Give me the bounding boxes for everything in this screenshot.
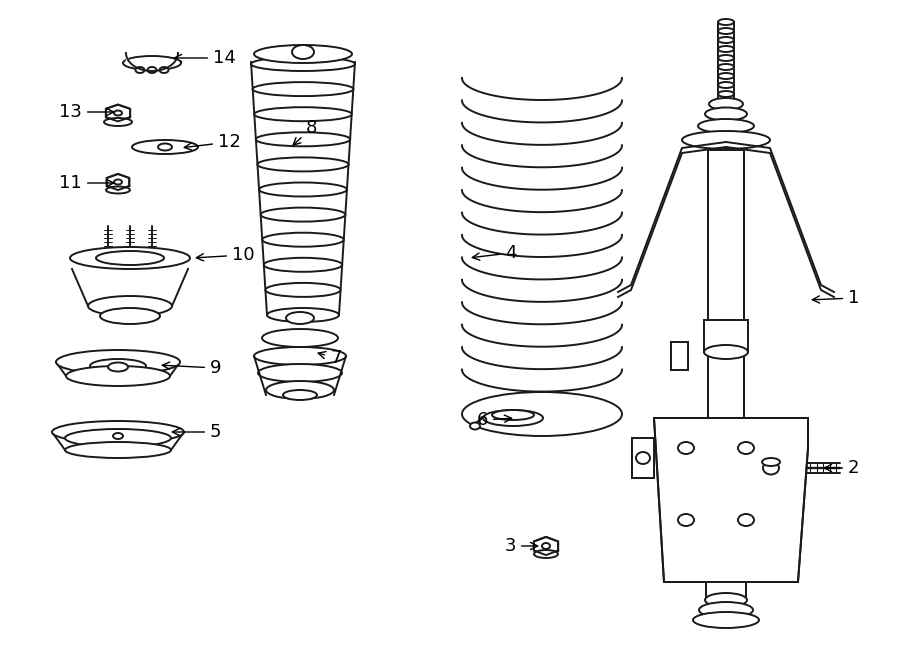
Ellipse shape bbox=[718, 28, 734, 34]
Ellipse shape bbox=[718, 82, 734, 88]
Ellipse shape bbox=[762, 458, 780, 466]
Ellipse shape bbox=[738, 514, 754, 526]
Ellipse shape bbox=[267, 308, 339, 322]
Ellipse shape bbox=[636, 452, 650, 464]
Ellipse shape bbox=[705, 108, 747, 120]
Ellipse shape bbox=[136, 67, 145, 73]
Ellipse shape bbox=[266, 381, 334, 399]
Ellipse shape bbox=[286, 312, 314, 324]
Ellipse shape bbox=[113, 433, 123, 439]
Ellipse shape bbox=[292, 45, 314, 59]
Ellipse shape bbox=[259, 182, 347, 196]
Ellipse shape bbox=[704, 320, 748, 336]
Ellipse shape bbox=[114, 110, 122, 116]
Ellipse shape bbox=[65, 442, 171, 458]
Polygon shape bbox=[671, 342, 688, 370]
Ellipse shape bbox=[283, 390, 317, 400]
Text: 10: 10 bbox=[196, 246, 255, 264]
Ellipse shape bbox=[718, 73, 734, 79]
Ellipse shape bbox=[88, 296, 172, 316]
Ellipse shape bbox=[470, 422, 480, 430]
Text: 12: 12 bbox=[184, 133, 241, 151]
Ellipse shape bbox=[264, 258, 342, 272]
Text: 9: 9 bbox=[162, 359, 221, 377]
Ellipse shape bbox=[253, 82, 354, 96]
Ellipse shape bbox=[718, 91, 734, 97]
Ellipse shape bbox=[718, 64, 734, 70]
Ellipse shape bbox=[718, 55, 734, 61]
Ellipse shape bbox=[251, 57, 355, 71]
Ellipse shape bbox=[678, 514, 694, 526]
Polygon shape bbox=[632, 438, 654, 478]
Ellipse shape bbox=[106, 186, 130, 194]
Text: 3: 3 bbox=[505, 537, 537, 555]
Ellipse shape bbox=[262, 329, 338, 347]
Ellipse shape bbox=[738, 442, 754, 454]
Ellipse shape bbox=[698, 119, 754, 133]
Ellipse shape bbox=[261, 208, 346, 221]
Ellipse shape bbox=[257, 157, 348, 171]
Text: 1: 1 bbox=[813, 289, 860, 307]
Ellipse shape bbox=[709, 98, 743, 110]
Ellipse shape bbox=[492, 410, 534, 420]
Ellipse shape bbox=[123, 56, 181, 70]
Ellipse shape bbox=[108, 362, 128, 371]
Ellipse shape bbox=[254, 107, 352, 121]
Text: 5: 5 bbox=[172, 423, 221, 441]
Text: 7: 7 bbox=[319, 349, 341, 367]
Text: 13: 13 bbox=[59, 103, 113, 121]
Ellipse shape bbox=[693, 612, 759, 628]
Ellipse shape bbox=[718, 37, 734, 43]
Ellipse shape bbox=[254, 45, 352, 63]
Ellipse shape bbox=[256, 132, 350, 146]
Text: 2: 2 bbox=[824, 459, 859, 477]
Ellipse shape bbox=[266, 283, 340, 297]
Ellipse shape bbox=[542, 543, 550, 549]
Ellipse shape bbox=[763, 461, 779, 475]
Ellipse shape bbox=[704, 345, 748, 359]
Polygon shape bbox=[534, 537, 558, 555]
Ellipse shape bbox=[258, 364, 342, 382]
Text: 14: 14 bbox=[175, 49, 236, 67]
Ellipse shape bbox=[70, 247, 190, 269]
Ellipse shape bbox=[132, 140, 198, 154]
Polygon shape bbox=[107, 174, 130, 190]
Text: 11: 11 bbox=[59, 174, 113, 192]
Ellipse shape bbox=[718, 19, 734, 25]
Ellipse shape bbox=[159, 67, 168, 73]
Ellipse shape bbox=[66, 366, 170, 386]
Polygon shape bbox=[106, 104, 130, 122]
Polygon shape bbox=[706, 582, 746, 600]
Ellipse shape bbox=[682, 131, 770, 149]
Ellipse shape bbox=[678, 442, 694, 454]
Ellipse shape bbox=[254, 347, 346, 365]
Text: 6: 6 bbox=[477, 411, 512, 429]
Ellipse shape bbox=[148, 67, 157, 73]
Ellipse shape bbox=[100, 308, 160, 324]
Ellipse shape bbox=[90, 359, 146, 373]
Text: 4: 4 bbox=[472, 244, 517, 262]
Polygon shape bbox=[708, 150, 744, 446]
Ellipse shape bbox=[56, 350, 180, 374]
Ellipse shape bbox=[104, 118, 132, 126]
Ellipse shape bbox=[96, 251, 164, 265]
Ellipse shape bbox=[65, 429, 171, 447]
Polygon shape bbox=[704, 320, 748, 352]
Polygon shape bbox=[654, 418, 808, 582]
Ellipse shape bbox=[534, 550, 558, 558]
Ellipse shape bbox=[705, 593, 747, 607]
Ellipse shape bbox=[483, 410, 543, 426]
Text: 8: 8 bbox=[293, 119, 318, 145]
Ellipse shape bbox=[699, 602, 753, 618]
Ellipse shape bbox=[158, 143, 172, 151]
Ellipse shape bbox=[262, 233, 344, 247]
Ellipse shape bbox=[718, 46, 734, 52]
Ellipse shape bbox=[52, 421, 184, 443]
Polygon shape bbox=[72, 269, 188, 306]
Ellipse shape bbox=[114, 180, 122, 184]
